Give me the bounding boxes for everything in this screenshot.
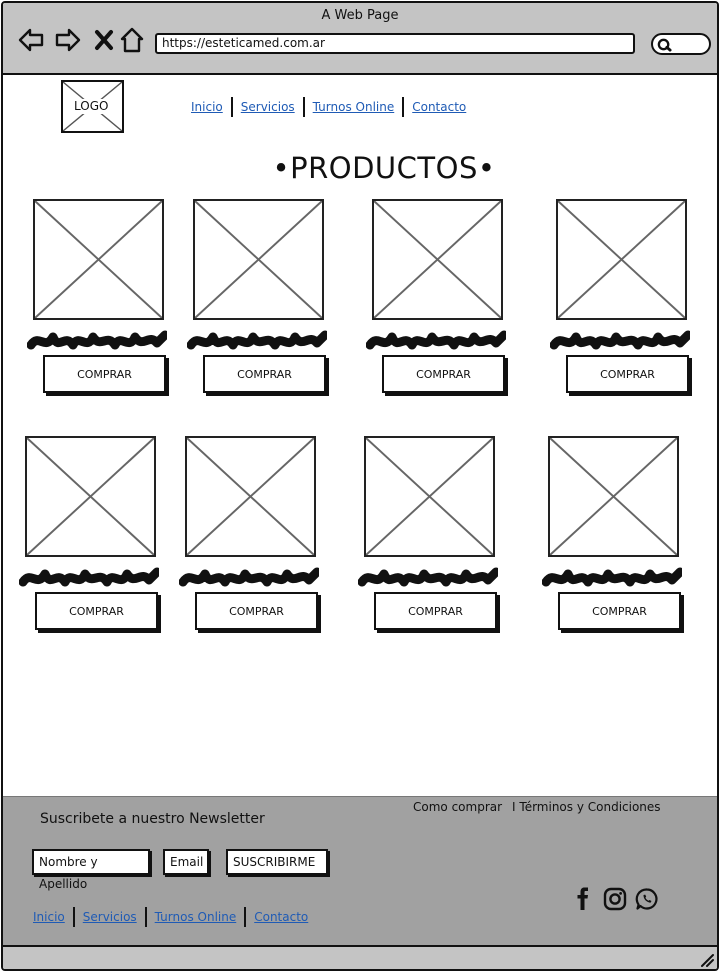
product-name-scribble bbox=[358, 567, 498, 587]
close-icon[interactable] bbox=[89, 25, 119, 55]
buy-button[interactable]: COMPRAR bbox=[558, 592, 681, 630]
product-name-scribble bbox=[366, 330, 506, 350]
logo-label: LOGO bbox=[71, 99, 112, 114]
buy-button[interactable]: COMPRAR bbox=[382, 355, 505, 393]
resize-handle-icon[interactable] bbox=[698, 951, 714, 967]
product-image[interactable] bbox=[364, 436, 495, 557]
back-arrow-icon[interactable] bbox=[16, 25, 46, 55]
search-icon bbox=[657, 38, 672, 52]
product-image[interactable] bbox=[548, 436, 679, 557]
footer-legal-links: Como comprar I Términos y Condiciones bbox=[413, 800, 661, 814]
product-card: COMPRAR bbox=[550, 199, 710, 399]
product-name-scribble bbox=[27, 330, 167, 350]
image-placeholder-icon bbox=[187, 438, 314, 555]
newsletter-title: Suscribete a nuestro Newsletter bbox=[40, 811, 265, 827]
product-card: COMPRAR bbox=[542, 436, 702, 636]
footer-link-contacto[interactable]: Contacto bbox=[254, 910, 309, 924]
buy-button[interactable]: COMPRAR bbox=[374, 592, 497, 630]
product-image[interactable] bbox=[556, 199, 687, 320]
buy-button[interactable]: COMPRAR bbox=[35, 592, 158, 630]
product-name-scribble bbox=[19, 567, 159, 587]
nav-divider bbox=[144, 907, 147, 927]
name-field[interactable]: Nombre y Apellido bbox=[32, 849, 150, 891]
buy-button[interactable]: COMPRAR bbox=[195, 592, 318, 630]
subscribe-button[interactable]: SUSCRIBIRME bbox=[226, 849, 328, 875]
product-name-scribble bbox=[179, 567, 319, 587]
product-card: COMPRAR bbox=[366, 199, 526, 399]
social-links bbox=[571, 887, 659, 911]
nav-link-inicio[interactable]: Inicio bbox=[191, 100, 223, 114]
image-placeholder-icon bbox=[558, 201, 685, 318]
product-card: COMPRAR bbox=[19, 436, 179, 636]
page-title: •PRODUCTOS• bbox=[272, 151, 496, 185]
product-card: COMPRAR bbox=[27, 199, 187, 399]
image-placeholder-icon bbox=[374, 201, 501, 318]
nav-divider bbox=[72, 907, 75, 927]
product-card: COMPRAR bbox=[179, 436, 339, 636]
nav-link-turnos-online[interactable]: Turnos Online bbox=[312, 100, 395, 114]
product-card: COMPRAR bbox=[358, 436, 518, 636]
browser-search-field[interactable] bbox=[651, 33, 711, 55]
browser-toolbar: A Web Page https://esteticamed.com.ar bbox=[3, 3, 717, 75]
forward-arrow-icon[interactable] bbox=[53, 25, 83, 55]
product-name-scribble bbox=[187, 330, 327, 350]
whatsapp-icon[interactable] bbox=[635, 887, 659, 911]
product-image[interactable] bbox=[33, 199, 164, 320]
footer-link-servicios[interactable]: Servicios bbox=[82, 910, 137, 924]
image-placeholder-icon bbox=[27, 438, 154, 555]
buy-button[interactable]: COMPRAR bbox=[203, 355, 326, 393]
home-icon[interactable] bbox=[117, 25, 147, 55]
window-title: A Web Page bbox=[321, 8, 399, 23]
main-nav: Inicio Servicios Turnos Online Contacto bbox=[183, 97, 474, 117]
image-placeholder-icon bbox=[550, 438, 677, 555]
how-to-buy-link[interactable]: Como comprar bbox=[413, 800, 503, 814]
product-name-scribble bbox=[542, 567, 682, 587]
nav-divider bbox=[402, 97, 405, 117]
product-card: COMPRAR bbox=[187, 199, 347, 399]
status-bar bbox=[3, 945, 717, 969]
footer: Suscribete a nuestro Newsletter Como com… bbox=[3, 796, 717, 946]
product-image[interactable] bbox=[25, 436, 156, 557]
footer-link-turnos-online[interactable]: Turnos Online bbox=[154, 910, 237, 924]
nav-divider bbox=[230, 97, 233, 117]
logo[interactable]: LOGO bbox=[61, 80, 124, 133]
nav-link-contacto[interactable]: Contacto bbox=[412, 100, 467, 114]
product-image[interactable] bbox=[185, 436, 316, 557]
footer-link-inicio[interactable]: Inicio bbox=[33, 910, 65, 924]
buy-button[interactable]: COMPRAR bbox=[43, 355, 166, 393]
nav-divider bbox=[244, 907, 247, 927]
image-placeholder-icon bbox=[195, 201, 322, 318]
buy-button[interactable]: COMPRAR bbox=[566, 355, 689, 393]
product-name-scribble bbox=[550, 330, 690, 350]
instagram-icon[interactable] bbox=[603, 887, 627, 911]
image-placeholder-icon bbox=[35, 201, 162, 318]
url-bar[interactable]: https://esteticamed.com.ar bbox=[155, 33, 635, 54]
product-image[interactable] bbox=[372, 199, 503, 320]
url-text: https://esteticamed.com.ar bbox=[162, 36, 325, 50]
footer-nav: Inicio Servicios Turnos Online Contacto bbox=[25, 907, 316, 927]
image-placeholder-icon bbox=[366, 438, 493, 555]
terms-link[interactable]: I Términos y Condiciones bbox=[512, 800, 661, 814]
facebook-icon[interactable] bbox=[571, 887, 595, 911]
product-image[interactable] bbox=[193, 199, 324, 320]
nav-link-servicios[interactable]: Servicios bbox=[240, 100, 295, 114]
nav-divider bbox=[302, 97, 305, 117]
email-field[interactable]: Email bbox=[163, 849, 209, 875]
